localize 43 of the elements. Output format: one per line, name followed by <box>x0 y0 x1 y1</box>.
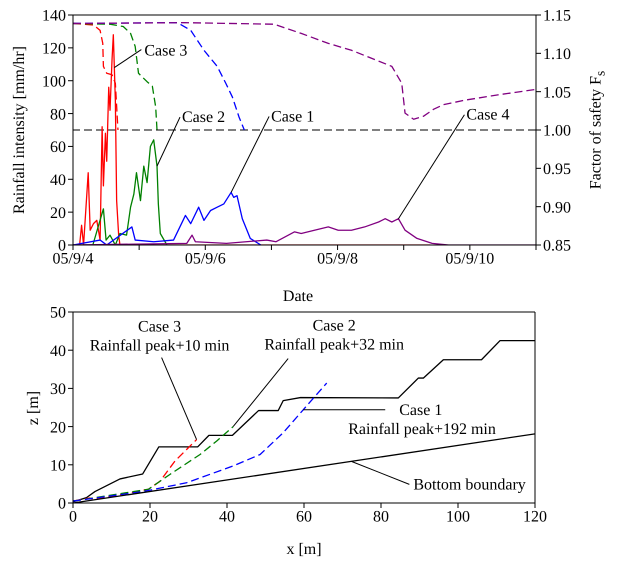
x-tick-label: 80 <box>373 508 389 526</box>
y-tick-label: 80 <box>50 106 66 124</box>
y2-tick-label: 1.05 <box>543 84 571 102</box>
x-tick-label: 05/9/8 <box>317 250 358 268</box>
x-tick-label: 0 <box>69 508 77 526</box>
y-axis-title: Rainfall intensity [mm/hr] <box>11 46 29 214</box>
annotation: Case 3 Rainfall peak+10 min <box>90 318 230 355</box>
y-tick-label: 30 <box>50 381 66 398</box>
y-tick-label: 50 <box>50 304 66 322</box>
y-axis-title: z [m] <box>25 390 43 425</box>
y-tick-label: 0 <box>58 496 66 513</box>
y-tick-label: 120 <box>42 40 66 58</box>
x-tick-label: 20 <box>142 508 158 526</box>
y2-tick-label: 1.15 <box>543 8 571 25</box>
y2-tick-label: 0.90 <box>543 199 571 216</box>
x-tick-label: 05/9/4 <box>52 250 94 268</box>
y-tick-label: 40 <box>50 172 66 189</box>
annotation: Case 2 <box>182 109 226 126</box>
y-tick-label: 20 <box>50 204 66 222</box>
y-tick-label: 20 <box>50 419 66 436</box>
annotation: Case 1 Rainfall peak+192 min <box>348 402 496 438</box>
x-tick-label: 60 <box>296 508 312 526</box>
y2-tick-label: 1.00 <box>543 122 571 140</box>
y-tick-label: 60 <box>50 139 66 156</box>
annotation: Case 3 <box>144 42 188 60</box>
annotation: Case 1 <box>271 108 314 126</box>
y2-tick-label: 1.10 <box>543 46 571 64</box>
x-tick-label: 100 <box>446 508 470 526</box>
x-tick-label: 120 <box>523 508 547 526</box>
annotation: Case 4 <box>466 106 510 124</box>
x-tick-label: 40 <box>219 508 235 526</box>
y2-tick-label: 0.85 <box>543 238 571 255</box>
y2-tick-label: 0.95 <box>543 161 571 178</box>
y-tick-label: 40 <box>50 342 66 360</box>
y-tick-label: 100 <box>42 73 66 90</box>
x-axis-title: Date <box>282 288 314 306</box>
x-tick-label: 05/9/10 <box>445 250 494 268</box>
y-tick-label: 140 <box>42 8 66 25</box>
y-tick-label: 10 <box>50 457 66 474</box>
x-axis-title: x [m] <box>286 541 322 559</box>
annotation: Case 2 Rainfall peak+32 min <box>264 318 404 354</box>
annotation: Bottom boundary <box>413 476 526 494</box>
x-tick-label: 05/9/6 <box>184 250 226 268</box>
